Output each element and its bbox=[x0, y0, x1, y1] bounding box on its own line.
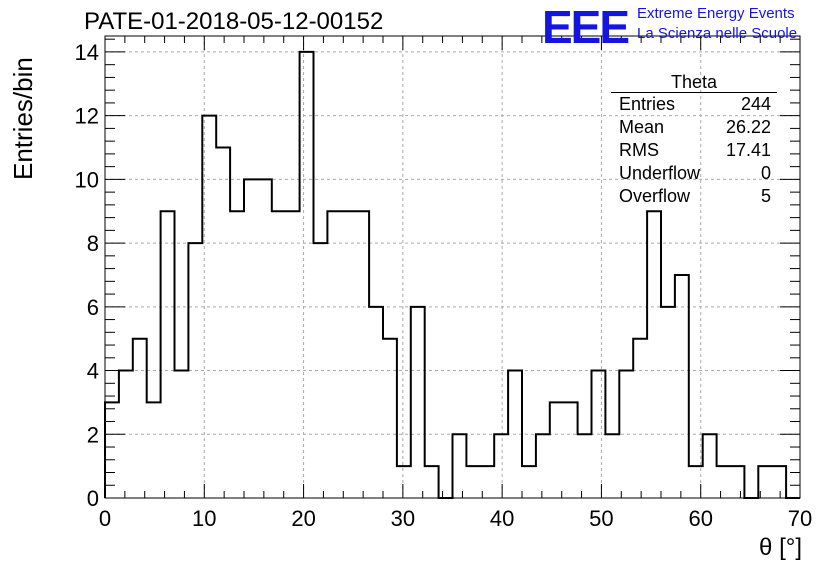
histogram-bin bbox=[578, 434, 592, 498]
logo-caption-line1: Extreme Energy Events bbox=[637, 5, 795, 22]
histogram-bin bbox=[119, 371, 133, 498]
histogram-bin bbox=[425, 466, 439, 498]
y-tick-label: 6 bbox=[87, 295, 99, 320]
histogram-bin bbox=[772, 466, 786, 498]
histogram-bin bbox=[105, 402, 119, 498]
histogram-bin bbox=[536, 434, 550, 498]
histogram-bin bbox=[689, 466, 703, 498]
histogram-bin bbox=[244, 179, 258, 498]
stats-value: 17.41 bbox=[725, 140, 771, 160]
histogram-bin bbox=[272, 211, 286, 498]
x-tick-label: 50 bbox=[589, 506, 613, 531]
x-tick-label: 60 bbox=[688, 506, 712, 531]
chart-title: PATE-01-2018-05-12-00152 bbox=[84, 8, 384, 35]
histogram-bin bbox=[133, 339, 147, 498]
stats-row-entries: Entries 244 bbox=[611, 93, 777, 116]
histogram-bin bbox=[411, 307, 425, 498]
stats-label: Underflow bbox=[619, 163, 701, 183]
histogram-bin bbox=[369, 307, 383, 498]
histogram-bin bbox=[453, 434, 467, 498]
logo-caption-line2: La Scienza nelle Scuole bbox=[637, 25, 798, 42]
x-tick-label: 20 bbox=[291, 506, 315, 531]
histogram-bin bbox=[216, 148, 230, 498]
histogram-bin bbox=[717, 466, 731, 498]
stats-title: Theta bbox=[611, 72, 777, 93]
y-tick-label: 12 bbox=[75, 104, 99, 129]
x-axis-label: θ [°] bbox=[759, 534, 802, 561]
y-axis-label-wrapper: Entries/bin bbox=[8, 57, 38, 192]
x-tick-label: 30 bbox=[391, 506, 415, 531]
histogram-bin bbox=[383, 339, 397, 498]
histogram-bin bbox=[286, 211, 300, 498]
histogram-bin bbox=[522, 466, 536, 498]
histogram-bin bbox=[202, 116, 216, 498]
histogram-bin bbox=[619, 371, 633, 498]
histogram-bin bbox=[147, 402, 161, 498]
stats-label: RMS bbox=[619, 140, 659, 160]
x-tick-label: 70 bbox=[788, 506, 812, 531]
histogram-bin bbox=[564, 402, 578, 498]
stats-value: 5 bbox=[760, 186, 771, 206]
histogram-bin bbox=[633, 339, 647, 498]
histogram-bin bbox=[703, 434, 717, 498]
histogram-bin bbox=[175, 371, 189, 498]
histogram-bin bbox=[355, 211, 369, 498]
y-tick-label: 8 bbox=[87, 231, 99, 256]
y-tick-label: 4 bbox=[87, 359, 99, 384]
stats-row-underflow: Underflow 0 bbox=[611, 162, 777, 185]
y-tick-label: 14 bbox=[75, 40, 99, 65]
eee-logo: EEE bbox=[542, 1, 630, 53]
histogram-bin bbox=[327, 211, 341, 498]
histogram-bin bbox=[647, 211, 661, 498]
histogram-bin bbox=[188, 243, 202, 498]
histogram-bin bbox=[550, 402, 564, 498]
histogram-bin bbox=[731, 466, 745, 498]
stats-label: Entries bbox=[619, 94, 676, 114]
histogram-series bbox=[104, 50, 800, 499]
histogram-bin bbox=[314, 243, 328, 498]
stats-label: Overflow bbox=[619, 186, 691, 206]
histogram-bin bbox=[300, 52, 314, 498]
histogram-bin bbox=[508, 371, 522, 498]
stats-row-mean: Mean 26.22 bbox=[611, 116, 777, 139]
stats-value: 0 bbox=[760, 163, 771, 183]
histogram-bin bbox=[661, 307, 675, 498]
x-tick-label: 10 bbox=[192, 506, 216, 531]
y-tick-label: 0 bbox=[87, 486, 99, 511]
stats-label: Mean bbox=[619, 117, 665, 137]
y-tick-label: 10 bbox=[75, 167, 99, 192]
histogram-bin bbox=[230, 211, 244, 498]
stats-value: 244 bbox=[740, 94, 771, 114]
histogram-bin bbox=[758, 466, 772, 498]
stats-row-rms: RMS 17.41 bbox=[611, 139, 777, 162]
histogram-bin bbox=[605, 434, 619, 498]
y-tick-label: 2 bbox=[87, 422, 99, 447]
y-axis-label: Entries/bin bbox=[8, 57, 38, 180]
histogram-bin bbox=[592, 371, 606, 498]
x-tick-label: 0 bbox=[99, 506, 111, 531]
stats-box: Theta Entries 244 Mean 26.22 RMS 17.41 U… bbox=[611, 72, 777, 208]
histogram-bin bbox=[161, 211, 175, 498]
stats-value: 26.22 bbox=[725, 117, 771, 137]
histogram-bin bbox=[466, 466, 480, 498]
histogram-bin bbox=[494, 434, 508, 498]
stats-row-overflow: Overflow 5 bbox=[611, 185, 777, 208]
histogram-bin bbox=[397, 466, 411, 498]
x-tick-label: 40 bbox=[490, 506, 514, 531]
histogram-bin bbox=[675, 275, 689, 498]
histogram-bin bbox=[480, 466, 494, 498]
histogram-bin bbox=[258, 179, 272, 498]
histogram-bin bbox=[341, 211, 355, 498]
